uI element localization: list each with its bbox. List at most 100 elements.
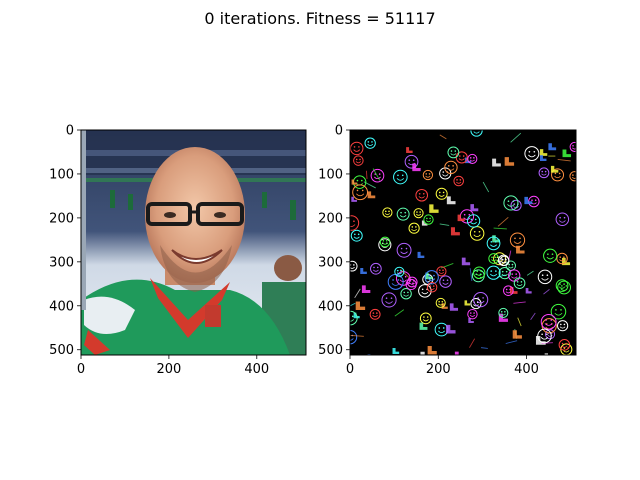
emoji-eye — [550, 319, 553, 321]
boot-sprite — [461, 257, 471, 266]
emoji-eye — [505, 288, 508, 291]
emoji-sprite — [540, 313, 557, 330]
emoji-sprite — [510, 199, 522, 211]
emoji-eye — [347, 316, 349, 318]
emoji-eye — [504, 311, 506, 313]
boot-sprite — [550, 165, 559, 173]
left-ytick-label: 200 — [49, 211, 74, 226]
emoji-sprite — [524, 146, 540, 162]
boot-sprite — [562, 149, 572, 158]
emoji-sprite — [364, 137, 376, 149]
emoji-eye — [561, 285, 563, 287]
emoji-mouth — [411, 228, 417, 232]
emoji-eye — [508, 263, 510, 266]
emoji-eye — [541, 170, 544, 173]
emoji-eye — [547, 253, 549, 255]
emoji-mouth — [372, 269, 379, 272]
emoji-sprite — [436, 266, 447, 277]
emoji-mouth — [476, 273, 483, 276]
boot-sprite — [548, 143, 557, 151]
emoji-eye — [490, 270, 493, 272]
emoji-eye — [441, 300, 444, 303]
emoji-sprite — [551, 168, 565, 182]
line-sprite — [469, 338, 476, 348]
line-sprite — [365, 170, 368, 180]
emoji-mouth — [469, 159, 475, 162]
boot-sprite — [441, 303, 448, 309]
line-sprite — [530, 312, 536, 321]
emoji-eye — [411, 226, 414, 228]
emoji-eye — [516, 281, 519, 283]
emoji-eye — [559, 283, 561, 285]
emoji-sprite — [370, 168, 385, 183]
emoji-eye — [474, 218, 477, 221]
emoji-eye — [544, 170, 547, 173]
line-sprite — [526, 270, 534, 276]
boot-sprite — [421, 220, 428, 226]
emoji-eye — [454, 150, 457, 152]
emoji-sprite — [393, 169, 408, 185]
emoji-sprite — [381, 292, 397, 308]
emoji-mouth — [470, 221, 477, 225]
emoji-eye — [558, 172, 561, 175]
emoji-eye — [397, 174, 399, 177]
emoji-eye — [507, 200, 510, 203]
emoji-sprite — [498, 266, 511, 280]
emoji-eye — [563, 323, 566, 326]
emoji-eye — [432, 285, 435, 287]
emoji-sprite — [419, 312, 432, 325]
line-sprite — [510, 132, 522, 143]
emoji-sprite — [378, 238, 392, 252]
boot-sprite — [420, 351, 425, 355]
emoji-eye — [356, 179, 359, 182]
boot-sprite — [392, 347, 400, 355]
photo-image — [81, 130, 306, 355]
emoji-eye — [361, 189, 364, 192]
emoji-sprite — [537, 328, 552, 344]
emoji-eye — [400, 247, 403, 250]
emoji-eye — [348, 220, 350, 222]
emoji-mouth — [559, 259, 565, 262]
emoji-eye — [400, 269, 402, 272]
emoji-mouth — [572, 147, 576, 150]
emoji-sprite — [569, 171, 576, 182]
emoji-eye — [372, 312, 375, 314]
emoji-eye — [565, 285, 568, 287]
right-ytick-label: 100 — [318, 167, 343, 182]
boot-sprite — [449, 303, 459, 311]
emoji-sprite — [470, 298, 482, 310]
emoji-mouth — [425, 220, 432, 223]
emoji-mouth — [350, 224, 356, 227]
emoji-sprite — [382, 207, 393, 218]
boot-sprite — [504, 157, 515, 166]
emoji-mouth — [516, 283, 523, 287]
emoji-sprite — [545, 329, 556, 340]
left-ytick-label: 300 — [49, 255, 74, 270]
emoji-mouth — [396, 178, 405, 181]
left-ytick-label: 500 — [49, 343, 74, 358]
emoji-sprite — [473, 292, 489, 308]
emoji-mouth — [418, 196, 425, 199]
emoji-mouth — [450, 153, 457, 156]
emoji-eye — [480, 270, 483, 273]
emoji-mouth — [456, 181, 462, 184]
emoji-eye — [356, 189, 359, 192]
emoji-eye — [514, 237, 516, 240]
emoji-mouth — [447, 168, 455, 171]
emoji-eye — [470, 218, 473, 221]
boot-sprite — [498, 313, 508, 322]
emoji-sprite — [486, 236, 501, 251]
line-sprite — [543, 289, 550, 295]
emoji-eye — [413, 280, 415, 282]
emoji-mouth — [372, 315, 378, 318]
emoji-eye — [533, 151, 536, 153]
emoji-eye — [351, 315, 354, 318]
emoji-mouth — [508, 266, 514, 269]
line-sprite — [439, 134, 447, 140]
line-sprite — [400, 269, 411, 279]
emoji-eye — [442, 269, 444, 272]
boot-sprite — [446, 324, 456, 334]
right-ytick-label: 400 — [318, 299, 343, 314]
emoji-eye — [408, 159, 411, 161]
emoji-eye — [494, 241, 497, 243]
